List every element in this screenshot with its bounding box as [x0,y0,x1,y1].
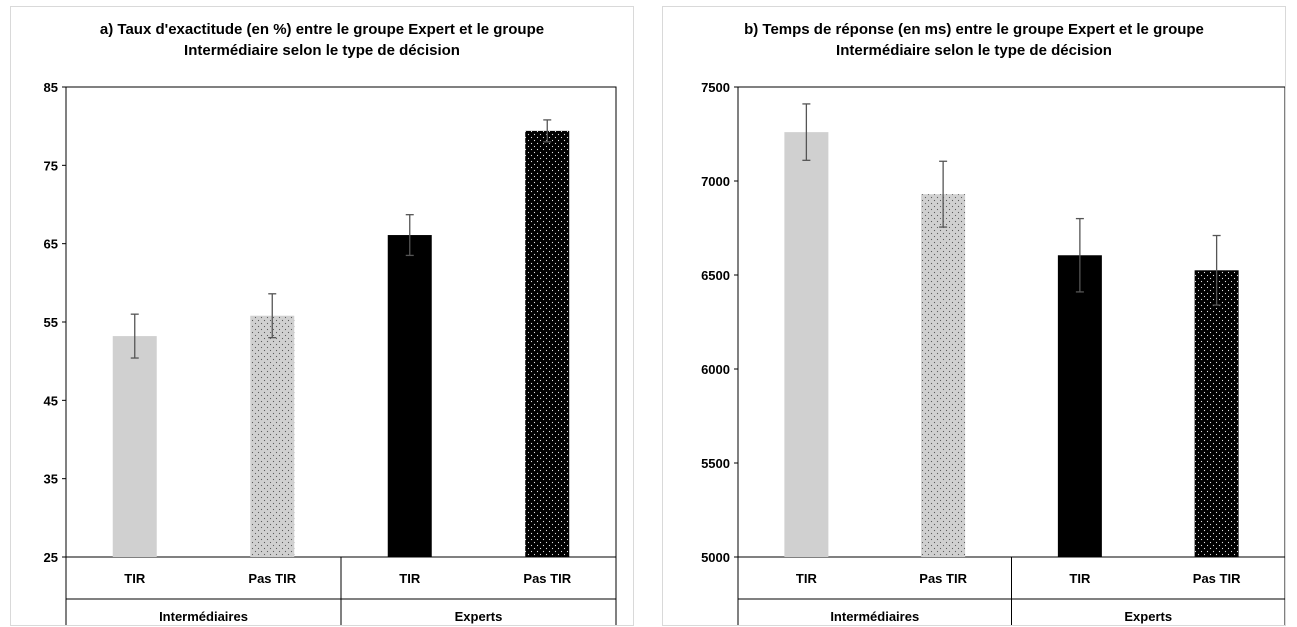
chart-a-x-category-label: TIR [124,571,146,586]
chart-b-x-category-label: TIR [796,571,818,586]
chart-b-title: b) Temps de réponse (en ms) entre le gro… [663,19,1285,61]
chart-a-panel: a) Taux d'exactitude (en %) entre le gro… [10,6,634,626]
chart-b-y-tick-label: 7000 [701,174,730,189]
chart-a-title-line2: Intermédiaire selon le type de décision [184,42,460,59]
chart-b-panel: b) Temps de réponse (en ms) entre le gro… [662,6,1286,626]
chart-b-x-category-label: TIR [1069,571,1091,586]
chart-b-y-tick-label: 7500 [701,80,730,95]
chart-a-x-category-label: Pas TIR [523,571,571,586]
chart-b-y-tick-label: 5500 [701,456,730,471]
chart-b-title-line1: b) Temps de réponse (en ms) entre le gro… [744,21,1204,38]
chart-a-bar [250,315,295,557]
chart-b-svg: 5000 5500 6000 6500 7000 7500 TIR Pas TIR TIR Pas… [701,80,1285,625]
chart-a-y-tick-label: 65 [44,237,58,252]
chart-a-title: a) Taux d'exactitude (en %) entre le gro… [11,19,633,61]
chart-b-bar [921,194,966,557]
chart-b-x-group-label: Intermédiaires [830,609,919,624]
chart-b-bar [1057,255,1102,557]
chart-a-x-category-label: TIR [399,571,421,586]
chart-a-y-tick-label: 75 [44,158,58,173]
chart-a-y-tick-label: 25 [44,550,58,565]
chart-b-bar [1194,270,1239,557]
chart-b-y-tick-label: 5000 [701,550,730,565]
chart-a-bar [387,235,432,558]
chart-a-y-tick-label: 85 [44,80,58,95]
chart-a-x-group-label: Intermédiaires [159,609,248,624]
chart-a-y-tick-label: 55 [44,315,58,330]
chart-a-bar [525,130,570,557]
chart-b-y-tick-label: 6000 [701,362,730,377]
chart-a-y-tick-label: 45 [44,393,58,408]
chart-a-x-category-label: Pas TIR [248,571,296,586]
chart-a-title-line1: a) Taux d'exactitude (en %) entre le gro… [99,21,545,38]
chart-a-bar [112,336,157,557]
chart-b-x-group-label: Experts [1124,609,1172,624]
chart-b-x-category-label: Pas TIR [919,571,967,586]
chart-b-bar [784,132,829,557]
chart-b-x-category-label: Pas TIR [1193,571,1241,586]
chart-a-x-group-label: Experts [455,609,503,624]
chart-b-title-line2: Intermédiaire selon le type de décision [836,42,1112,59]
chart-a-svg: 25 35 45 55 65 75 85 TIR Pas TIR TIR Pas TIR Interm… [44,80,617,625]
chart-b-y-tick-label: 6500 [701,268,730,283]
chart-a-y-tick-label: 35 [44,472,58,487]
